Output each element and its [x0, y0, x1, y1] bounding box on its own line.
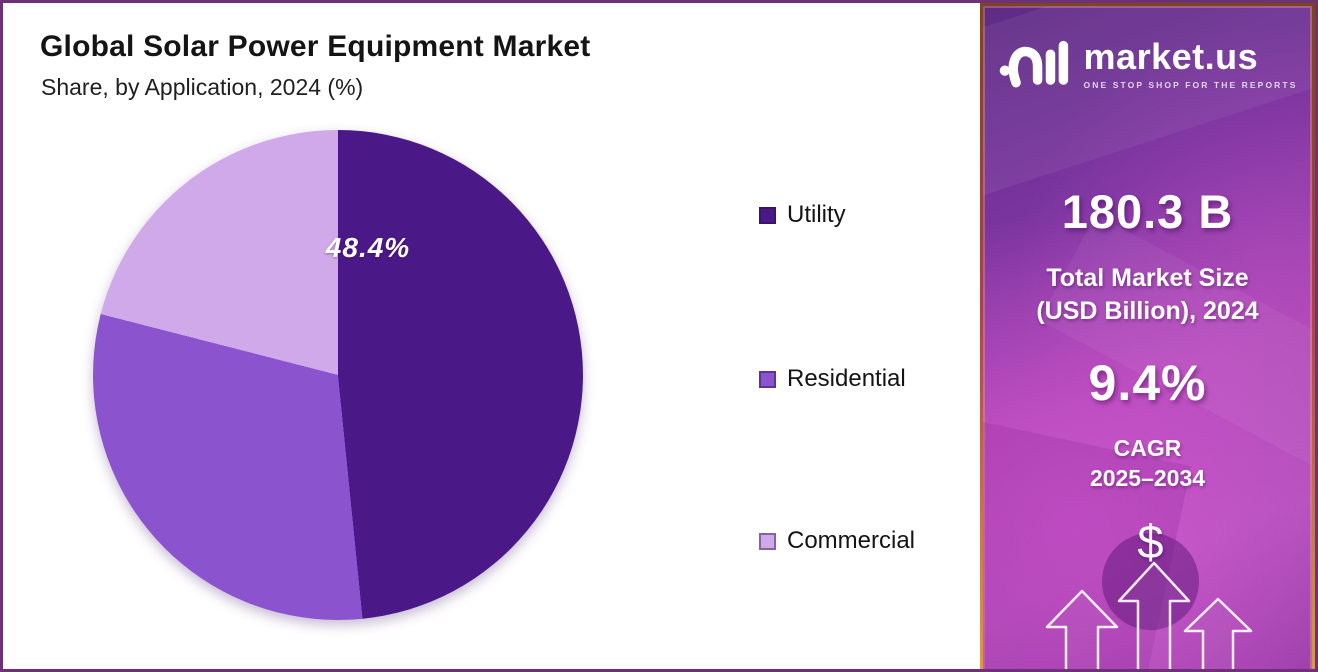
- cagr-value: 9.4%: [1088, 355, 1207, 411]
- legend-swatch-utility: [759, 206, 776, 224]
- legend-label: Residential: [787, 365, 906, 392]
- legend-swatch-residential: [759, 370, 776, 388]
- page-subtitle: Share, by Application, 2024 (%): [41, 74, 364, 100]
- brand-logo: market.us ONE STOP SHOP FOR THE REPORTS: [983, 32, 1312, 97]
- legend-item-utility: Utility: [759, 201, 846, 229]
- cagr-label-line1: CAGR: [1113, 435, 1182, 461]
- cagr-label-line2: 2025–2034: [1089, 464, 1206, 491]
- chart-area: Global Solar Power Equipment Market Shar…: [3, 3, 986, 669]
- growth-arrows: [983, 555, 1312, 669]
- market-us-logo-icon: [998, 32, 1072, 97]
- growth-arrow-icon: [1117, 561, 1191, 669]
- legend-label: Commercial: [787, 527, 916, 554]
- legend-item-commercial: Commercial: [759, 527, 915, 555]
- legend-swatch-commercial: [759, 532, 776, 550]
- brand-name: market.us: [1083, 36, 1259, 77]
- market-size-value: 180.3 B: [1061, 185, 1234, 238]
- market-size-label-line2: (USD Billion), 2024: [1036, 296, 1259, 325]
- page-title: Global Solar Power Equipment Market: [40, 30, 591, 63]
- dollar-circle-backdrop: [1102, 533, 1199, 630]
- market-size-label-line1: Total Market Size: [1046, 264, 1249, 292]
- pie-slice-label: 48.4%: [325, 232, 411, 263]
- legend-label: Utility: [787, 201, 846, 228]
- market-size-label: Total Market Size (USD Billion), 2024: [983, 262, 1312, 327]
- growth-arrow-icon: [1045, 589, 1119, 669]
- pie-chart: [93, 130, 583, 620]
- cagr-label: CAGR 2025–2034: [983, 434, 1312, 494]
- legend-item-residential: Residential: [759, 365, 906, 393]
- brand-sidebar: market.us ONE STOP SHOP FOR THE REPORTS …: [980, 3, 1315, 669]
- growth-arrow-icon: [1183, 597, 1253, 669]
- brand-tagline: ONE STOP SHOP FOR THE REPORTS: [1083, 80, 1298, 90]
- dollar-icon: $: [1137, 515, 1164, 568]
